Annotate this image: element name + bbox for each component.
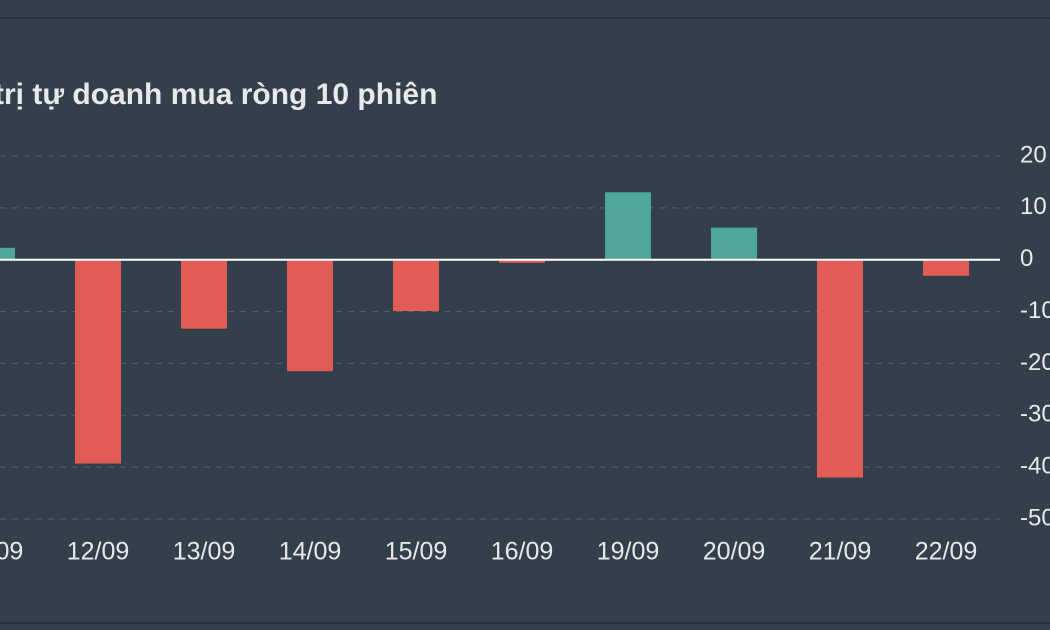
x-tick-label: 21/09 xyxy=(809,538,872,566)
bar xyxy=(181,259,227,329)
bar xyxy=(0,247,15,260)
y-tick-label: 20 xyxy=(1020,141,1047,168)
x-tick-label: 12/09 xyxy=(67,538,130,566)
x-tick-label: 22/09 xyxy=(915,538,978,566)
bar xyxy=(817,259,863,478)
bar xyxy=(711,227,757,260)
y-tick-label: 0 xyxy=(1020,245,1033,272)
bar xyxy=(75,259,121,464)
bar xyxy=(287,259,333,372)
y-tick-label: -40 xyxy=(1020,452,1050,479)
bar xyxy=(499,259,545,263)
x-tick-label: 16/09 xyxy=(491,538,554,566)
chart-title: trị tự doanh mua ròng 10 phiên xyxy=(0,78,437,111)
y-tick-label: -10 xyxy=(1020,297,1050,324)
y-tick-label: -20 xyxy=(1020,349,1050,376)
y-tick-label: -30 xyxy=(1020,401,1050,428)
x-tick-label: 15/09 xyxy=(385,538,448,566)
y-tick-label: 10 xyxy=(1020,193,1047,220)
y-tick-label: -50 xyxy=(1020,504,1050,531)
x-tick-label: 20/09 xyxy=(703,538,766,566)
x-tick-label: 19/09 xyxy=(597,538,660,566)
bar xyxy=(923,259,969,276)
x-tick-label: 09/09 xyxy=(0,538,23,566)
x-tick-label: 13/09 xyxy=(173,538,236,566)
x-tick-label: 14/09 xyxy=(279,538,342,566)
bar xyxy=(605,192,651,260)
bar xyxy=(393,259,439,312)
